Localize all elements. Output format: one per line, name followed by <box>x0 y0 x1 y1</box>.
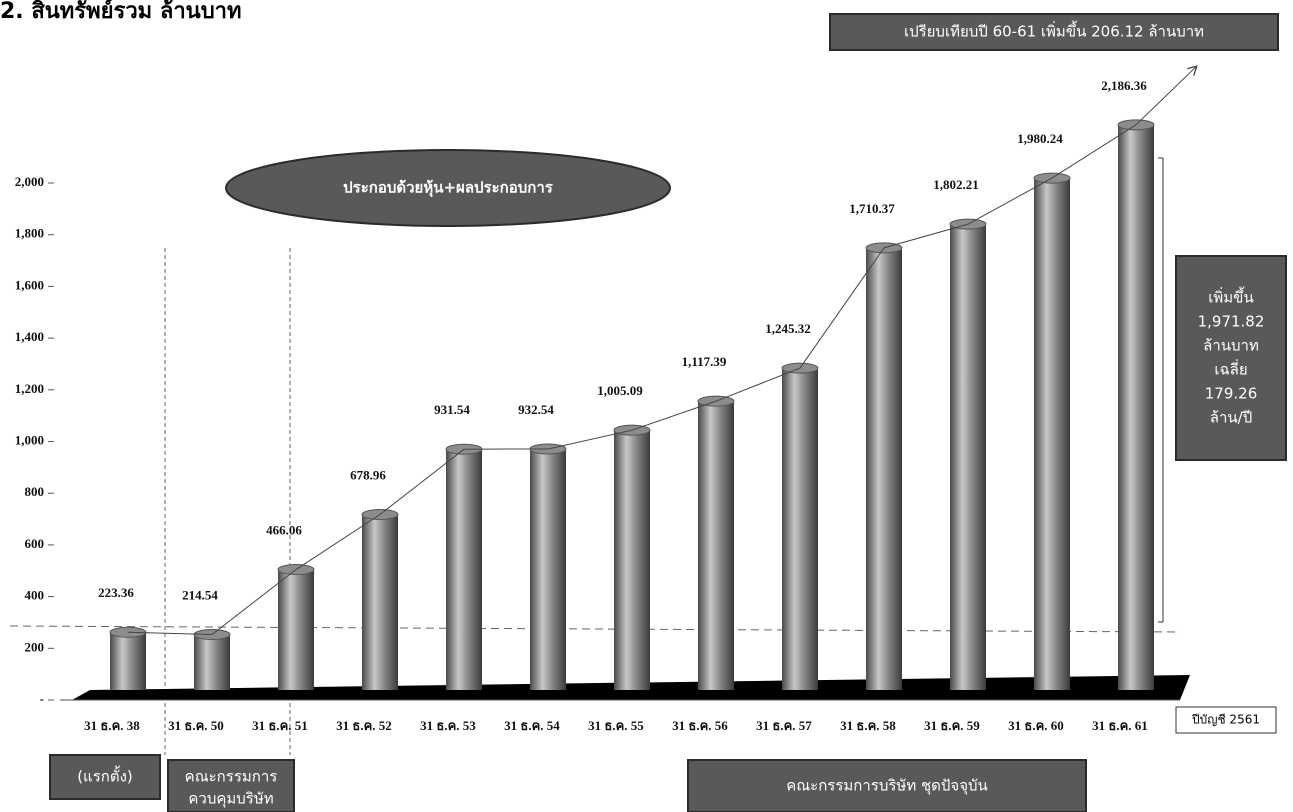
x-tick-label: 31 ธ.ค. 61 <box>1092 718 1148 733</box>
value-label: 466.06 <box>266 523 302 538</box>
y-tick-label: 1,200 <box>15 381 44 396</box>
current-text: คณะกรรมการบริษัท ชุดปัจจุบัน <box>786 777 988 796</box>
bar <box>362 514 398 690</box>
comparison-box <box>829 13 1279 51</box>
bar <box>614 430 650 690</box>
increase-text: 1,971.82 <box>1198 313 1265 331</box>
value-label: 1,980.24 <box>1017 131 1063 146</box>
y-tick-label: 2,000 <box>15 174 44 189</box>
control-box <box>167 759 295 812</box>
bar <box>698 401 734 690</box>
value-label: 678.96 <box>350 467 386 482</box>
y-tick-label: 1,000 <box>15 432 44 447</box>
x-tick-label: 31 ธ.ค. 53 <box>420 718 476 733</box>
value-label: 1,005.09 <box>597 383 643 398</box>
reference-line <box>9 625 1181 633</box>
founding-text: (แรกตั้ง) <box>77 766 133 786</box>
y-tick-label: 200 <box>25 639 45 654</box>
x-tick-label: 31 ธ.ค. 38 <box>84 718 140 733</box>
composition-text: ประกอบด้วยหุ้น+ผลประกอบการ <box>343 179 554 198</box>
bar <box>446 449 482 690</box>
bar <box>950 224 986 690</box>
y-tick-label: 1,400 <box>15 329 44 344</box>
increase-text: เฉลี่ย <box>1214 359 1247 379</box>
x-axis-note: ปีบัญชี 2561 <box>1191 713 1260 727</box>
y-tick-label: 1,600 <box>15 277 44 292</box>
trend-arrow <box>1135 67 1196 126</box>
value-label: 2,186.36 <box>1101 78 1147 93</box>
y-tick-label: 800 <box>25 484 45 499</box>
founding-box <box>49 754 161 800</box>
value-label: 214.54 <box>182 588 218 603</box>
x-tick-label: 31 ธ.ค. 51 <box>252 718 308 733</box>
value-label: 1,802.21 <box>933 177 979 192</box>
value-label: 932.54 <box>518 402 554 417</box>
value-label: 1,245.32 <box>765 321 811 336</box>
bar <box>110 632 146 690</box>
value-label: 1,710.37 <box>849 201 895 216</box>
bar <box>530 448 566 690</box>
y-tick-label: 400 <box>25 588 45 603</box>
x-tick-label: 31 ธ.ค. 54 <box>504 718 560 733</box>
y-tick-label: - <box>40 691 44 706</box>
bar <box>1118 124 1154 691</box>
bar <box>1034 178 1070 690</box>
increase-box <box>1175 255 1287 461</box>
increase-text: 179.26 <box>1205 385 1258 403</box>
current-box <box>687 759 1087 812</box>
increase-text: ล้าน/ปี <box>1210 409 1252 427</box>
increase-text: ล้านบาท <box>1203 337 1259 355</box>
control-text: คณะกรรมการ <box>185 768 278 786</box>
comparison-text: เปรียบเทียบปี 60-61 เพิ่มขึ้น 206.12 ล้า… <box>904 21 1204 41</box>
composition-ellipse <box>225 149 671 227</box>
value-label: 223.36 <box>98 585 134 600</box>
x-tick-label: 31 ธ.ค. 59 <box>924 718 980 733</box>
y-tick-label: 600 <box>25 536 45 551</box>
bar <box>278 569 314 690</box>
x-tick-label: 31 ธ.ค. 58 <box>840 718 896 733</box>
value-label: 1,117.39 <box>682 354 727 369</box>
control-text: ควบคุมบริษัท <box>188 790 273 809</box>
x-tick-label: 31 ธ.ค. 55 <box>588 718 644 733</box>
value-label: 931.54 <box>434 402 470 417</box>
chart-title: 2. สินทรัพย์รวม ล้านบาท <box>0 0 242 24</box>
bar <box>866 247 902 690</box>
bar <box>194 634 230 690</box>
x-tick-label: 31 ธ.ค. 50 <box>168 718 224 733</box>
note-box <box>1175 706 1277 734</box>
x-tick-label: 31 ธ.ค. 57 <box>756 718 812 733</box>
trend-line <box>127 124 1137 636</box>
increase-text: เพิ่มขึ้น <box>1208 287 1253 307</box>
x-tick-label: 31 ธ.ค. 56 <box>672 718 728 733</box>
bar <box>782 368 818 690</box>
x-tick-label: 31 ธ.ค. 60 <box>1008 718 1064 733</box>
y-tick-label: 1,800 <box>15 226 44 241</box>
x-tick-label: 31 ธ.ค. 52 <box>336 718 392 733</box>
